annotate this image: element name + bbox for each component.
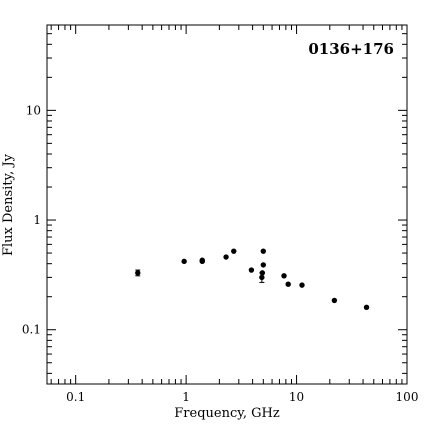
x-tick-label: 0.1: [66, 390, 85, 404]
x-tick-label: 1: [182, 390, 190, 404]
data-point: [135, 270, 141, 276]
y-tick-label: 10: [26, 103, 41, 117]
x-tick-label: 100: [396, 390, 419, 404]
data-point: [260, 248, 267, 254]
y-axis-label: Flux Density, Jy: [1, 153, 16, 256]
data-point: [281, 273, 287, 279]
data-points: [135, 248, 370, 311]
axis-ticks: [47, 24, 408, 384]
tick-labels: 0.1 1 10 100 0.1 1 10: [22, 103, 419, 404]
chart-title: 0136+176: [308, 40, 394, 58]
data-point: [260, 262, 267, 268]
data-point: [248, 267, 255, 273]
data-point: [231, 248, 237, 254]
data-point: [331, 297, 338, 304]
data-point: [259, 270, 266, 276]
y-tick-label: 0.1: [22, 323, 41, 337]
y-tick-label: 1: [33, 213, 41, 227]
data-point: [181, 258, 187, 265]
data-point: [223, 254, 229, 260]
data-point: [285, 281, 291, 287]
x-tick-label: 10: [289, 390, 304, 404]
data-point: [299, 282, 305, 288]
data-point: [363, 304, 370, 311]
data-point: [259, 274, 265, 281]
x-axis-label: Frequency, GHz: [174, 406, 280, 421]
plot-frame: [46, 24, 408, 385]
data-point: [199, 258, 205, 265]
